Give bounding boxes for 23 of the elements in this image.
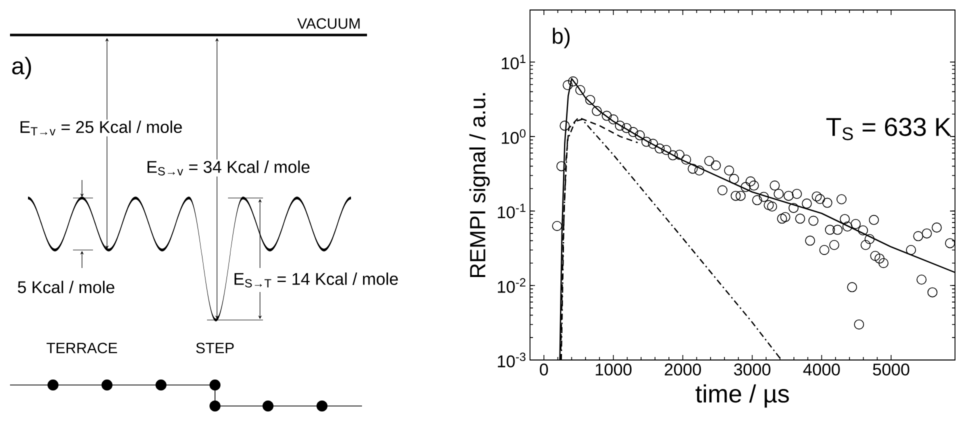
y-tick-label: 10$^{-2}$ bbox=[498, 278, 526, 293]
y-tick-label: 10$^{-1}$ bbox=[498, 204, 526, 218]
text: E$_{T→v}$ = 25 Kcal / mole bbox=[20, 120, 182, 136]
y-axis-title: REMPI signal / a.u. bbox=[469, 93, 490, 278]
text: TERRACE bbox=[46, 342, 118, 354]
text: E$_{S→T}$ = 14 Kcal / mole bbox=[234, 272, 398, 288]
y-tick-label: 10$^{0}$ bbox=[502, 129, 526, 144]
y-tick-label: 10$^{1}$ bbox=[502, 54, 526, 70]
x-tick-label: 3000 bbox=[734, 364, 770, 376]
text: 5 Kcal / mole bbox=[18, 280, 114, 294]
x-tick-label: 0 bbox=[540, 364, 548, 376]
x-tick-label: 2000 bbox=[664, 364, 701, 376]
text: VACUUM bbox=[297, 18, 360, 29]
text: STEP bbox=[196, 342, 234, 354]
x-tick-label: 4000 bbox=[803, 364, 840, 376]
text: a) bbox=[12, 56, 31, 80]
y-tick-label: 10$^{-3}$ bbox=[498, 352, 526, 368]
text: E$_{S→v}$ = 34 Kcal / mole bbox=[148, 160, 310, 176]
x-tick-label: 5000 bbox=[872, 364, 910, 376]
x-tick-label: 1000 bbox=[596, 364, 632, 376]
x-axis-title: time / µs bbox=[696, 384, 789, 408]
annotation: b) bbox=[552, 28, 570, 48]
annotation: T$_{S}$ = 633 K bbox=[826, 118, 952, 140]
